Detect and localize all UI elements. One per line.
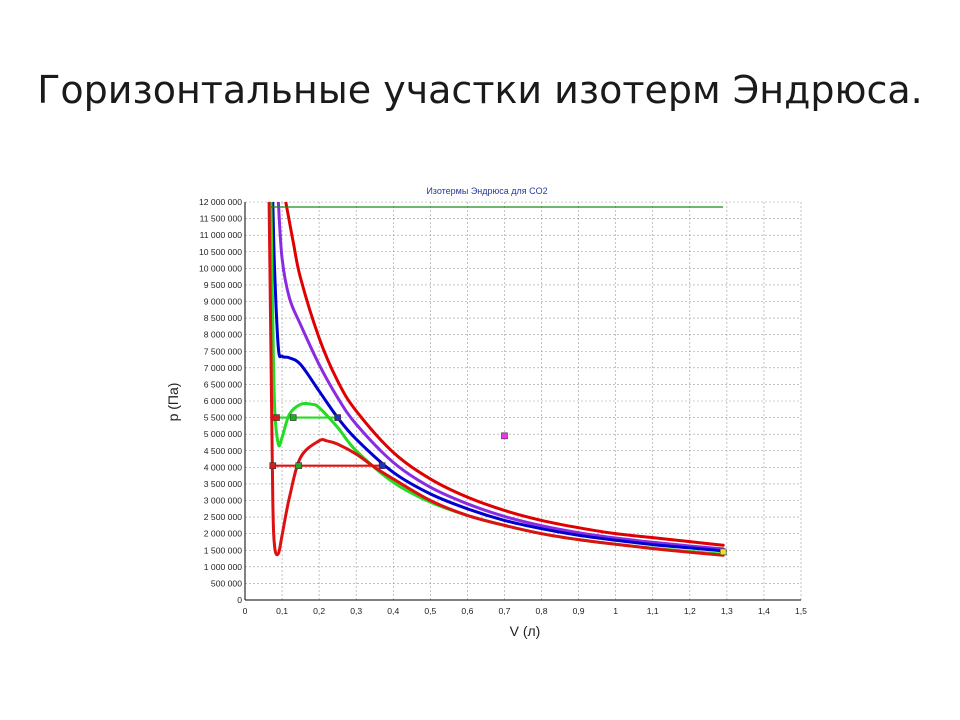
x-tick-label: 1 — [613, 606, 618, 616]
data-marker — [269, 462, 277, 469]
x-tick-label: 0,9 — [573, 606, 585, 616]
y-tick-label: 11 500 000 — [200, 214, 243, 224]
y-tick-label: 4 500 000 — [204, 446, 242, 456]
isotherm-line-4 — [269, 202, 725, 556]
x-tick-label: 0,3 — [350, 606, 362, 616]
y-tick-label: 12 000 000 — [199, 197, 242, 207]
y-tick-label: 4 000 000 — [204, 462, 242, 472]
y-tick-label: 5 500 000 — [204, 413, 242, 423]
series-group — [267, 202, 725, 557]
x-tick-label: 1,3 — [721, 606, 733, 616]
x-tick-label: 0,4 — [387, 606, 399, 616]
y-tick-label: 500 000 — [211, 578, 242, 588]
slide-title: Горизонтальные участки изотерм Эндрюса. — [37, 68, 923, 112]
x-tick-label: 0,1 — [276, 606, 288, 616]
data-marker — [334, 414, 341, 421]
data-marker — [289, 414, 297, 421]
tick-labels: 0 0,1 0,2 0,3 0,4 0,5 0,6 0,7 0,8 0,9 1 1,1 1,2 1,3 1,… — [199, 197, 807, 616]
data-marker — [378, 462, 386, 469]
y-tick-label: 10 000 000 — [199, 263, 242, 273]
isotherm-line-1 — [284, 202, 725, 547]
y-tick-label: 5 000 000 — [204, 429, 242, 439]
y-tick-label: 8 000 000 — [204, 330, 242, 340]
x-tick-label: 0 — [243, 606, 248, 616]
y-tick-label: 7 500 000 — [204, 346, 242, 356]
y-axis-title: p (Па) — [165, 383, 181, 422]
y-tick-label: 3 000 000 — [204, 496, 242, 506]
y-tick-label: 1 500 000 — [204, 545, 242, 555]
y-tick-label: 6 500 000 — [204, 379, 242, 389]
y-tick-label: 10 500 000 — [199, 247, 242, 257]
y-tick-label: 3 500 000 — [204, 479, 242, 489]
data-marker — [295, 462, 303, 469]
y-tick-label: 8 500 000 — [204, 313, 242, 323]
grid — [244, 201, 802, 601]
isotherm-line-3 — [271, 202, 725, 553]
x-tick-label: 0,2 — [313, 606, 325, 616]
data-marker — [719, 548, 727, 556]
chart-title: Изотермы Эндрюса для CO2 — [426, 186, 547, 196]
data-marker — [273, 414, 280, 421]
y-tick-label: 2 500 000 — [204, 512, 242, 522]
markers — [269, 414, 727, 556]
y-tick-label: 11 000 000 — [200, 230, 243, 240]
x-tick-label: 1,5 — [795, 606, 807, 616]
y-tick-label: 7 000 000 — [204, 363, 242, 373]
y-tick-label: 9 500 000 — [204, 280, 242, 290]
y-tick-label: 2 000 000 — [204, 529, 242, 539]
isotherm-line-5 — [267, 202, 725, 557]
x-tick-label: 0,5 — [424, 606, 436, 616]
x-axis-title: V (л) — [510, 623, 541, 639]
horizontal-segments — [270, 206, 724, 467]
x-tick-label: 1,1 — [647, 606, 659, 616]
x-tick-label: 0,6 — [461, 606, 473, 616]
y-tick-label: 1 000 000 — [204, 562, 242, 572]
y-tick-label: 9 000 000 — [204, 297, 242, 307]
axes — [244, 202, 801, 601]
data-marker — [501, 432, 508, 440]
y-tick-label: 6 000 000 — [204, 396, 242, 406]
x-tick-label: 1,4 — [758, 606, 770, 616]
x-tick-label: 1,2 — [684, 606, 696, 616]
isotherm-line-2 — [276, 202, 725, 551]
x-tick-label: 0,7 — [498, 606, 510, 616]
x-tick-label: 0,8 — [536, 606, 548, 616]
y-tick-label: 0 — [237, 595, 242, 605]
